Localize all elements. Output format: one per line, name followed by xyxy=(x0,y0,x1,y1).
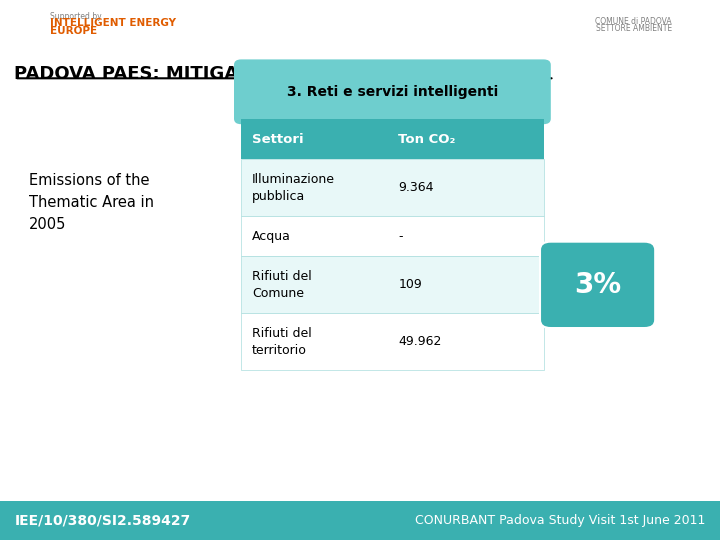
Text: -: - xyxy=(398,230,403,243)
Text: Illuminazione
pubblica: Illuminazione pubblica xyxy=(252,173,335,202)
Bar xyxy=(241,313,544,370)
Text: Supported by: Supported by xyxy=(50,12,102,22)
Bar xyxy=(241,119,544,159)
Text: Settori: Settori xyxy=(252,132,304,146)
Bar xyxy=(0,501,720,540)
Text: Acqua: Acqua xyxy=(252,230,291,243)
Text: Rifiuti del
Comune: Rifiuti del Comune xyxy=(252,270,312,300)
Bar xyxy=(241,256,544,313)
Text: 3. Reti e servizi intelligenti: 3. Reti e servizi intelligenti xyxy=(287,85,498,99)
Bar xyxy=(241,159,544,216)
Text: Rifiuti del
territorio: Rifiuti del territorio xyxy=(252,327,312,356)
Text: 3%: 3% xyxy=(574,271,621,299)
FancyBboxPatch shape xyxy=(540,241,655,328)
Text: SETTORE AMBIENTE: SETTORE AMBIENTE xyxy=(595,24,672,33)
Text: CONURBANT Padova Study Visit 1st June 2011: CONURBANT Padova Study Visit 1st June 20… xyxy=(415,514,706,527)
Text: 109: 109 xyxy=(398,278,422,292)
Text: IEE/10/380/SI2.589427: IEE/10/380/SI2.589427 xyxy=(14,514,191,528)
Text: 49.962: 49.962 xyxy=(398,335,442,348)
Text: EUROPE: EUROPE xyxy=(50,26,97,36)
Bar xyxy=(241,216,544,256)
Text: COMUNE di PADOVA: COMUNE di PADOVA xyxy=(595,17,672,26)
Text: 9.364: 9.364 xyxy=(398,181,434,194)
Text: INTELLIGENT ENERGY: INTELLIGENT ENERGY xyxy=(50,18,176,29)
FancyBboxPatch shape xyxy=(234,59,551,124)
Text: Ton CO₂: Ton CO₂ xyxy=(398,132,456,146)
Text: PADOVA PAES: MITIGATION MEASURES: PADOVA PAES: MITIGATION MEASURES xyxy=(14,65,403,83)
Text: Emissions of the
Thematic Area in
2005: Emissions of the Thematic Area in 2005 xyxy=(29,173,154,232)
